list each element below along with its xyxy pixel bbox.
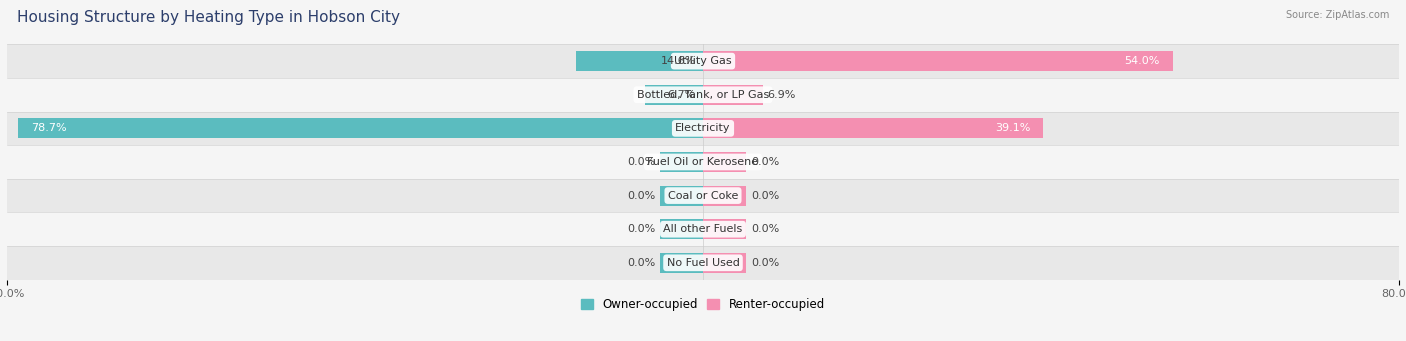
Legend: Owner-occupied, Renter-occupied: Owner-occupied, Renter-occupied — [576, 294, 830, 316]
Bar — [7, 44, 1399, 78]
Text: 0.0%: 0.0% — [627, 224, 655, 234]
Bar — [703, 219, 747, 239]
Bar — [703, 51, 1173, 71]
Text: 0.0%: 0.0% — [751, 157, 779, 167]
Bar — [7, 112, 1399, 145]
Bar — [659, 186, 703, 206]
Bar — [659, 253, 703, 273]
Text: 6.9%: 6.9% — [768, 90, 796, 100]
Bar — [18, 118, 703, 138]
Bar — [7, 179, 1399, 212]
Text: Source: ZipAtlas.com: Source: ZipAtlas.com — [1285, 10, 1389, 20]
Text: Fuel Oil or Kerosene: Fuel Oil or Kerosene — [647, 157, 759, 167]
Text: 14.6%: 14.6% — [661, 56, 696, 66]
Bar — [576, 51, 703, 71]
Bar — [703, 118, 1043, 138]
Bar — [659, 219, 703, 239]
Text: 0.0%: 0.0% — [627, 258, 655, 268]
Text: 6.7%: 6.7% — [668, 90, 696, 100]
Text: All other Fuels: All other Fuels — [664, 224, 742, 234]
Text: Utility Gas: Utility Gas — [675, 56, 731, 66]
Text: 0.0%: 0.0% — [627, 191, 655, 201]
Text: 0.0%: 0.0% — [627, 157, 655, 167]
Bar — [7, 246, 1399, 280]
Bar — [7, 145, 1399, 179]
Bar — [645, 85, 703, 105]
Text: 0.0%: 0.0% — [751, 258, 779, 268]
Bar — [703, 253, 747, 273]
Text: Housing Structure by Heating Type in Hobson City: Housing Structure by Heating Type in Hob… — [17, 10, 399, 25]
Text: 39.1%: 39.1% — [994, 123, 1031, 133]
Text: No Fuel Used: No Fuel Used — [666, 258, 740, 268]
Text: Bottled, Tank, or LP Gas: Bottled, Tank, or LP Gas — [637, 90, 769, 100]
Bar — [659, 152, 703, 172]
Text: 0.0%: 0.0% — [751, 224, 779, 234]
Text: 54.0%: 54.0% — [1125, 56, 1160, 66]
Bar — [7, 212, 1399, 246]
Bar — [703, 85, 763, 105]
Text: Electricity: Electricity — [675, 123, 731, 133]
Text: 0.0%: 0.0% — [751, 191, 779, 201]
Text: Coal or Coke: Coal or Coke — [668, 191, 738, 201]
Bar — [703, 152, 747, 172]
Bar — [703, 186, 747, 206]
Bar — [7, 78, 1399, 112]
Text: 78.7%: 78.7% — [31, 123, 67, 133]
